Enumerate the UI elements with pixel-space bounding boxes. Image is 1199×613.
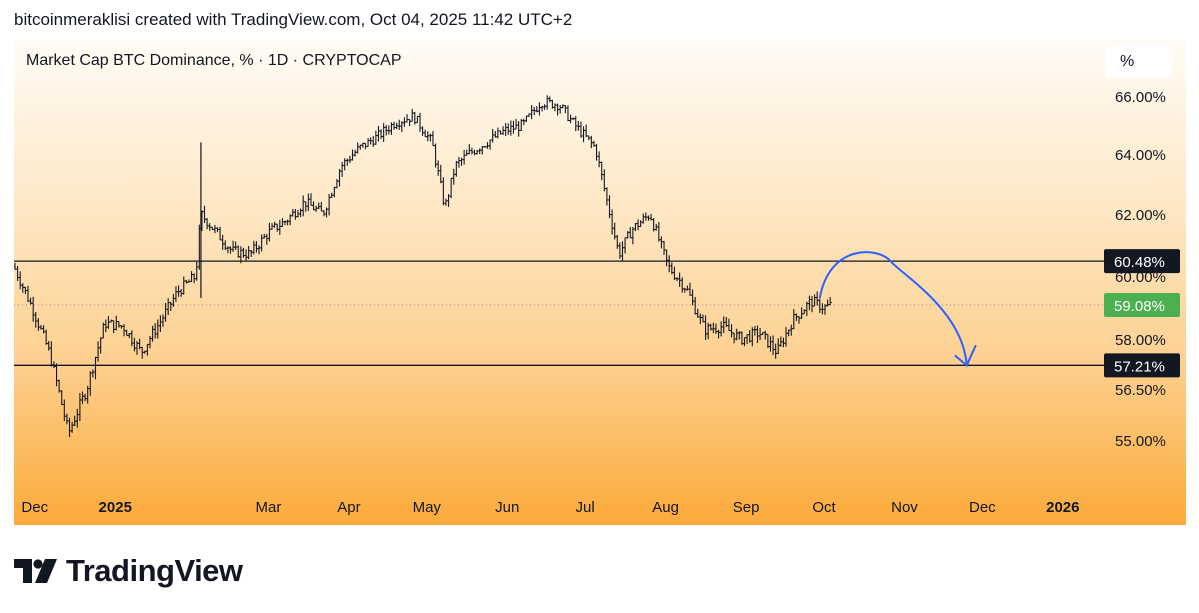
current-price-badge-bg [1104,292,1180,317]
chart-title: Market Cap BTC Dominance, % · 1D · CRYPT… [26,52,402,69]
x-axis-tick-label: Dec [21,499,48,516]
candles-group [14,95,832,438]
x-axis-tick-label: Oct [812,499,836,516]
y-axis-tick-label: 56.50% [1115,382,1166,399]
y-axis-tick-label: 64.00% [1115,147,1166,164]
x-axis-tick-label: Apr [337,499,360,516]
current-price-badge: 59.08% [1114,298,1165,315]
tradingview-logo[interactable]: TradingView [14,551,243,591]
level-price-badge-bg [1104,353,1180,378]
x-axis-tick-label: 2026 [1046,499,1079,516]
x-axis-tick-label: Sep [733,499,760,516]
projection-arrow-head [954,344,977,367]
level-price-badge: 57.21% [1114,358,1165,375]
scale-unit-button[interactable]: % [1106,46,1172,78]
x-axis-tick-label: Jul [576,499,595,516]
y-axis-tick-label: 55.00% [1115,433,1166,450]
y-axis-tick-label: 62.00% [1115,207,1166,224]
projection-arrow [818,251,968,366]
chart-attribution: bitcoinmeraklisi created with TradingVie… [14,10,573,29]
x-axis-tick-label: May [413,499,442,516]
chart-panel: 66.00% 64.00% 62.00% 60.00% 58.00% 56.50% 55.0… [14,40,1186,525]
tradingview-logo-text: TradingView [66,553,243,588]
x-axis-tick-label: Nov [891,499,918,516]
x-axis-tick-label: 2025 [99,499,132,516]
x-axis-tick-label: Jun [495,499,519,516]
level-price-badge-bg [1104,249,1180,274]
level-price-badge: 60.48% [1114,254,1165,271]
y-axis-tick-label: 58.00% [1115,332,1166,349]
y-axis-tick-label: 60.00% [1115,269,1166,286]
x-axis-tick-label: Dec [969,499,996,516]
tradingview-logo-icon [14,559,57,583]
y-axis-tick-label: 66.00% [1115,89,1166,106]
x-axis-tick-label: Mar [255,499,281,516]
price-chart: 66.00% 64.00% 62.00% 60.00% 58.00% 56.50% 55.0… [14,89,1180,516]
x-axis-tick-label: Aug [652,499,679,516]
